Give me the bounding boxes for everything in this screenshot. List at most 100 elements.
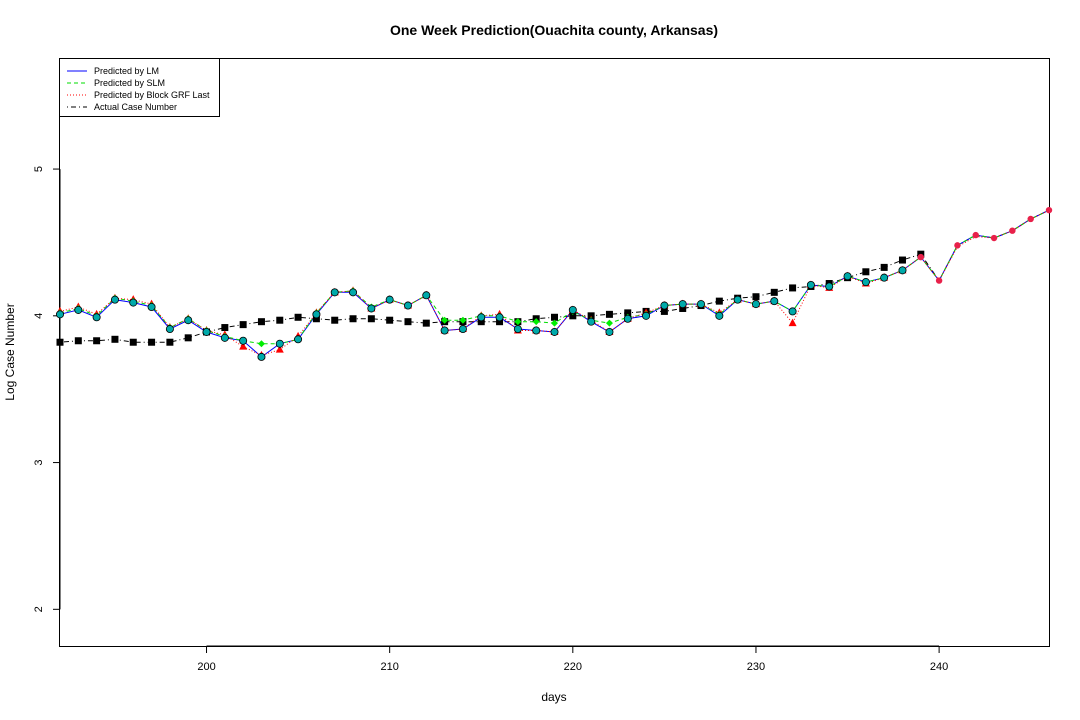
block-grf-point — [788, 318, 797, 327]
lm-point — [220, 333, 229, 342]
slm-point — [257, 340, 265, 348]
x-tick-label: 210 — [380, 661, 398, 673]
legend: Predicted by LM Predicted by SLM Predicted… — [59, 58, 220, 117]
actual-point — [111, 335, 119, 343]
block-grf-point — [239, 342, 248, 350]
x-axis: 200 210 220 230 240 — [197, 645, 948, 673]
lm-point — [880, 273, 889, 282]
lm-point — [806, 280, 815, 289]
lm-point — [788, 307, 797, 316]
actual-point — [551, 313, 558, 321]
prediction-dot — [954, 242, 961, 249]
actual-point — [715, 297, 723, 305]
lm-point — [403, 301, 412, 310]
lm-point — [129, 298, 138, 307]
lm-point — [385, 295, 394, 304]
lm-point — [275, 339, 284, 348]
legend-label: Predicted by Block GRF Last — [94, 90, 210, 100]
actual-point — [770, 288, 778, 296]
actual-point — [257, 318, 265, 326]
actual-point — [129, 338, 137, 346]
legend-label: Predicted by LM — [94, 66, 159, 76]
lm-point — [715, 311, 724, 320]
actual-point — [349, 315, 357, 323]
lm-point — [312, 310, 321, 319]
y-tick-label: 4 — [33, 313, 45, 319]
x-tick-label: 230 — [747, 661, 765, 673]
actual-point — [74, 337, 82, 345]
actual-point — [660, 307, 668, 315]
legend-label: Actual Case Number — [94, 102, 177, 112]
slm-point — [514, 318, 522, 326]
lm-point — [733, 295, 742, 304]
lm-point — [678, 300, 687, 309]
actual-point — [624, 309, 632, 317]
actual-point — [367, 315, 375, 323]
slm-point — [551, 319, 558, 327]
lm-point — [532, 326, 541, 335]
y-axis-label: Log Case Number — [3, 303, 17, 400]
x-tick-label: 220 — [564, 661, 582, 673]
prediction-dot — [1027, 215, 1034, 223]
lm-point — [623, 314, 632, 323]
plot-area-frame — [59, 58, 1050, 647]
lm-point — [477, 313, 486, 322]
lm-point — [605, 327, 614, 336]
y-tick-label: 2 — [33, 606, 45, 612]
y-tick-label: 3 — [33, 460, 45, 466]
x-tick-label: 240 — [930, 661, 948, 673]
lm-point — [257, 352, 266, 361]
actual-point — [331, 316, 339, 324]
actual-point — [312, 315, 320, 323]
lm-point — [147, 303, 156, 312]
actual-point — [221, 324, 229, 332]
lm-point — [74, 305, 83, 314]
actual-point — [679, 304, 687, 312]
actual-point — [862, 268, 870, 276]
actual-point — [898, 256, 906, 264]
lm-point — [770, 297, 779, 306]
x-axis-label: days — [541, 690, 566, 704]
lm-point — [642, 311, 651, 320]
lm-point — [56, 310, 65, 319]
lm-point — [294, 335, 303, 344]
actual-point — [148, 338, 156, 346]
lm-point — [367, 304, 376, 313]
prediction-dot — [990, 234, 998, 242]
actual-point — [752, 293, 760, 301]
y-axis: 2 3 4 5 — [33, 166, 61, 612]
actual-point — [422, 319, 430, 327]
actual-point — [276, 316, 284, 324]
lm-point — [843, 272, 852, 281]
lm-point — [440, 326, 449, 335]
actual-point — [184, 334, 192, 342]
actual-point — [789, 284, 797, 292]
lm-point — [110, 295, 119, 304]
lm-point — [239, 336, 248, 345]
x-tick-label: 200 — [197, 661, 215, 673]
prediction-dot — [917, 253, 924, 261]
legend-label: Predicted by SLM — [94, 78, 165, 88]
actual-point — [605, 310, 613, 318]
lm-point — [184, 316, 193, 325]
actual-point — [880, 263, 888, 271]
y-tick-label: 5 — [33, 166, 45, 172]
actual-point — [569, 312, 577, 320]
lm-point — [587, 317, 596, 326]
lm-point — [697, 300, 706, 309]
slm-point — [605, 319, 613, 327]
lm-point — [568, 305, 577, 314]
actual-point — [496, 318, 504, 326]
actual-point — [404, 318, 412, 326]
prediction-dot — [972, 231, 979, 239]
lm-point — [513, 325, 522, 334]
lm-point — [349, 288, 358, 297]
series-layer — [56, 206, 1053, 361]
prediction-dot — [1009, 227, 1016, 234]
lm-point — [660, 301, 669, 310]
prediction-dot — [1045, 206, 1053, 214]
lm-point — [898, 266, 907, 275]
lm-point — [422, 291, 431, 300]
actual-point — [386, 316, 394, 324]
